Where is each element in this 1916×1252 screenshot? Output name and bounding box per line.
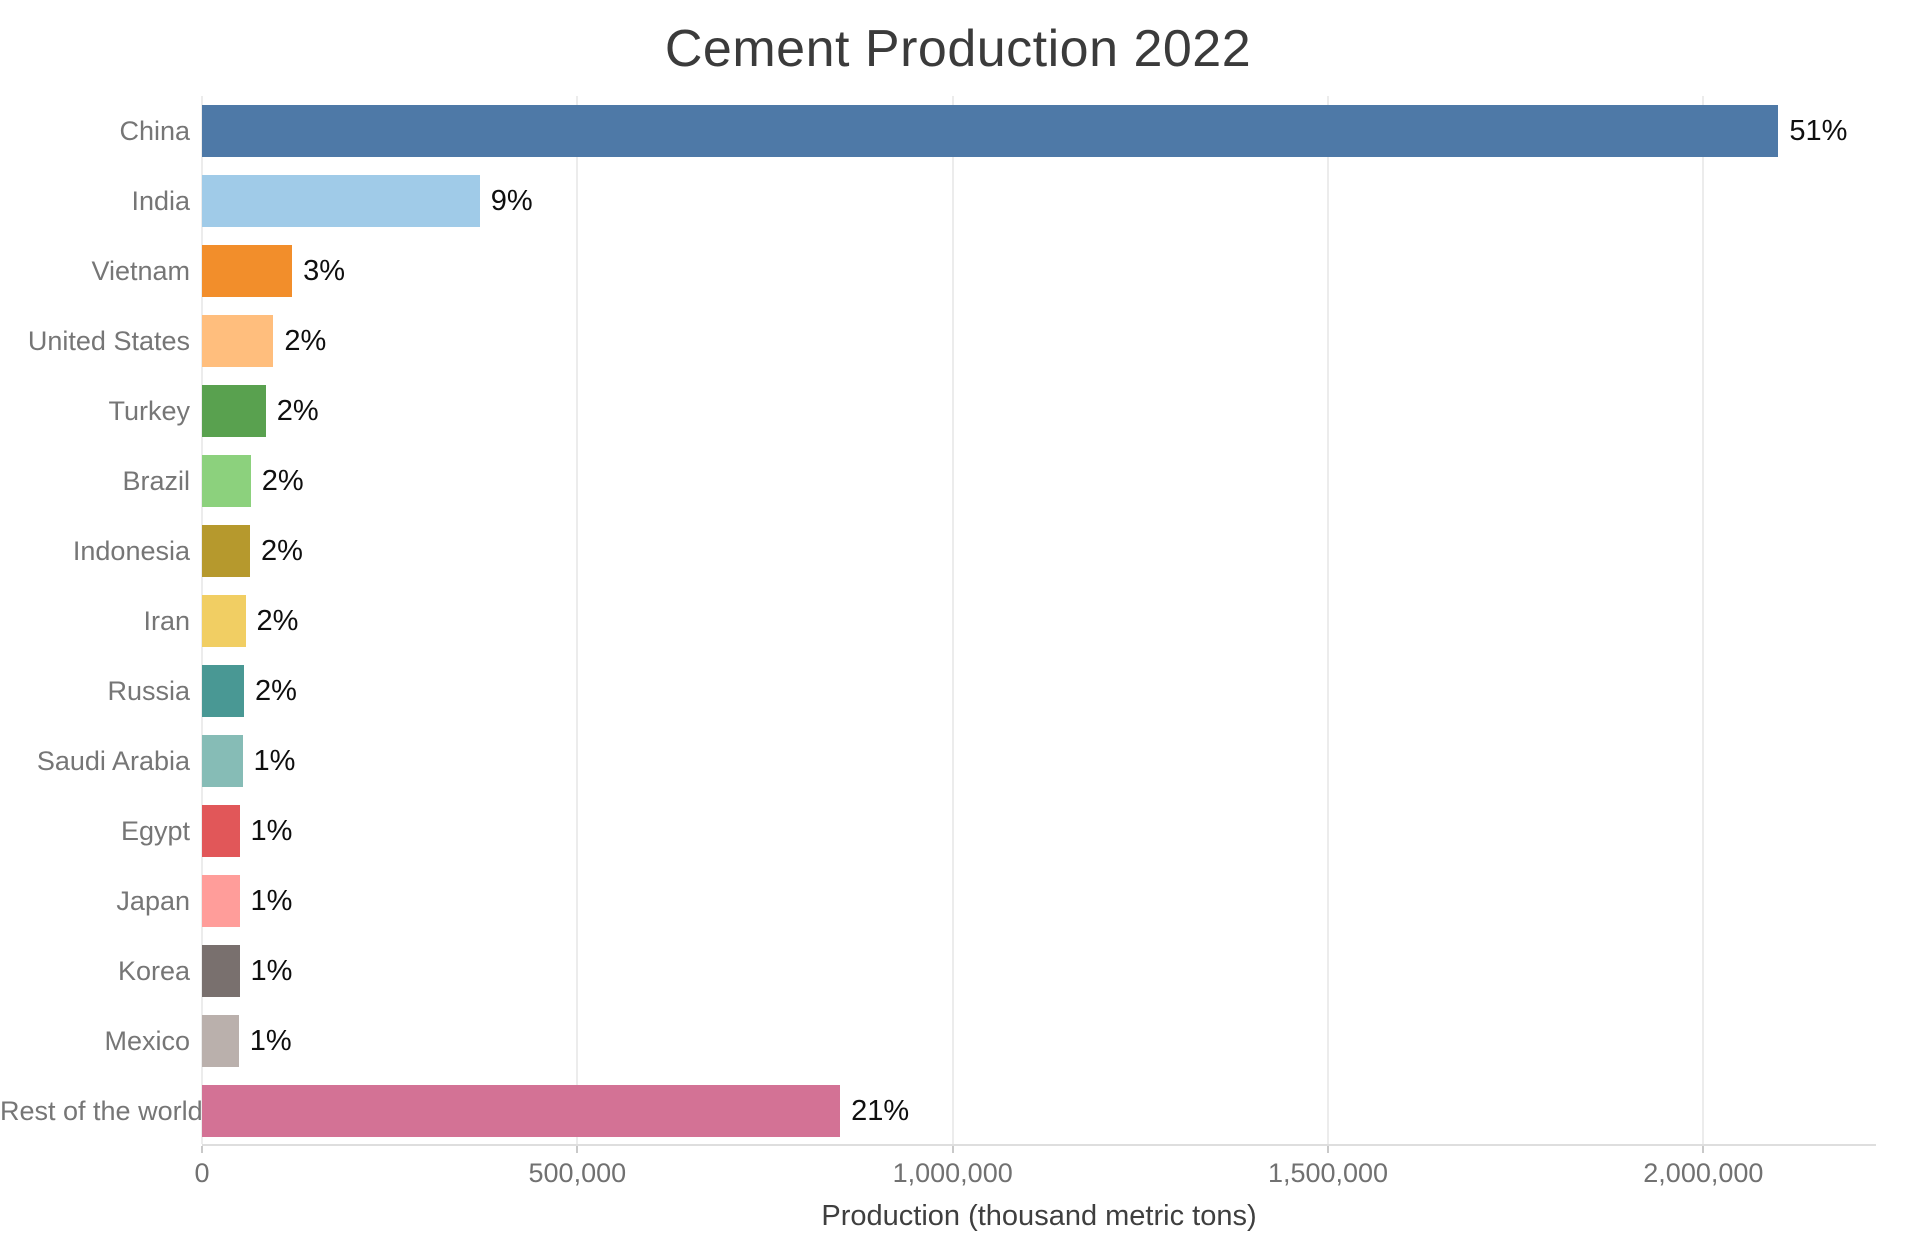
category-label: Egypt [120, 815, 190, 846]
gridline [1327, 96, 1329, 1144]
category-label: Mexico [104, 1025, 190, 1056]
bar-row: Japan 1% [0, 866, 1876, 936]
value-label: 2% [261, 534, 303, 567]
value-label: 1% [249, 1024, 292, 1057]
value-label: 3% [303, 254, 345, 287]
gridline [576, 96, 579, 1144]
value-label: 21% [851, 1094, 910, 1127]
tick-mark [576, 1146, 579, 1153]
bar [202, 945, 240, 997]
x-tick-label: 500,000 [528, 1158, 627, 1188]
category-label: Brazil [122, 465, 190, 496]
x-axis-ticks: 0 500,000 1,000,000 1,500,000 2,000,000 [194, 1146, 1876, 1194]
bar-track: 9% [202, 166, 1876, 236]
bar-row: Rest of the world 21% [0, 1076, 1876, 1146]
bar-row: Indonesia 2% [0, 516, 1876, 586]
bar-track: 2% [202, 446, 1876, 516]
value-label: 2% [284, 324, 327, 357]
category-label: India [131, 185, 190, 216]
bar [202, 1015, 239, 1067]
tick-mark [1702, 1146, 1705, 1153]
x-axis-title: Production (thousand metric tons) [821, 1200, 1257, 1232]
bar-row: China 51% [0, 96, 1876, 166]
bar-track: 2% [202, 516, 1876, 586]
value-label: 1% [250, 814, 293, 847]
bar-track: 2% [202, 586, 1876, 656]
category-label: Indonesia [72, 535, 190, 566]
bar-row: United States 2% [0, 306, 1876, 376]
gridline [1702, 96, 1705, 1144]
x-tick-label: 0 [194, 1158, 210, 1188]
value-label: 2% [256, 604, 299, 637]
value-label: 1% [250, 884, 293, 917]
bar-track: 2% [202, 306, 1876, 376]
bar-rows: China 51% India 9% Vietnam 3% United States 2% T… [0, 96, 1876, 1146]
chart-title: Cement Production 2022 [664, 20, 1252, 78]
x-tick-label: 1,000,000 [892, 1158, 1013, 1188]
bar-track: 21% [202, 1076, 1876, 1146]
value-label: 1% [250, 954, 293, 987]
bar-row: Russia 2% [0, 656, 1876, 726]
bar-row: Saudi Arabia 1% [0, 726, 1876, 796]
bar-track: 1% [202, 726, 1876, 796]
bar [202, 665, 245, 717]
bar-track: 1% [202, 1006, 1876, 1076]
bar-track: 2% [202, 376, 1876, 446]
category-label: Vietnam [91, 255, 190, 286]
value-label: 2% [276, 394, 319, 427]
category-label: Iran [143, 605, 190, 636]
gridline [951, 96, 954, 1144]
category-label: Russia [107, 675, 190, 706]
bar-row: Mexico 1% [0, 1006, 1876, 1076]
bar [202, 1085, 841, 1137]
bar-track: 1% [202, 796, 1876, 866]
category-label: Saudi Arabia [36, 745, 190, 776]
bar [202, 315, 274, 367]
bar [202, 735, 243, 787]
bar [202, 455, 251, 507]
bar-row: Vietnam 3% [0, 236, 1876, 306]
bar-row: India 9% [0, 166, 1876, 236]
bar-track: 3% [202, 236, 1876, 306]
bar-row: Brazil 2% [0, 446, 1876, 516]
bar-row: Korea 1% [0, 936, 1876, 1006]
x-tick-label: 1,500,000 [1267, 1158, 1389, 1188]
bar-row: Egypt 1% [0, 796, 1876, 866]
bar-track: 1% [202, 936, 1876, 1006]
bar [202, 875, 240, 927]
plot-area: China 51% India 9% Vietnam 3% United States 2% T… [0, 96, 1876, 1153]
category-label: Korea [117, 955, 190, 986]
category-label: Japan [116, 885, 190, 916]
category-label: Turkey [108, 395, 190, 426]
bar-track: 2% [202, 656, 1876, 726]
category-label: Rest of the world [0, 1095, 203, 1126]
bar-row: Turkey 2% [0, 376, 1876, 446]
bar [202, 525, 251, 577]
bar [202, 805, 240, 857]
bar-track: 1% [202, 866, 1876, 936]
value-label: 2% [261, 464, 304, 497]
value-label: 51% [1789, 114, 1848, 147]
value-label: 9% [490, 184, 533, 217]
value-label: 2% [255, 674, 297, 707]
value-label: 1% [253, 744, 296, 777]
bar [202, 595, 246, 647]
tick-mark [951, 1146, 954, 1153]
category-label: China [119, 115, 190, 146]
tick-mark [1327, 1146, 1329, 1153]
tick-mark [201, 1146, 203, 1153]
bar [202, 175, 480, 227]
bar-row: Iran 2% [0, 586, 1876, 656]
x-tick-label: 2,000,000 [1643, 1158, 1764, 1188]
bar-track: 51% [202, 96, 1876, 166]
category-label: United States [27, 325, 190, 356]
bar [202, 245, 293, 297]
bar [202, 385, 266, 437]
bar [202, 105, 1779, 157]
